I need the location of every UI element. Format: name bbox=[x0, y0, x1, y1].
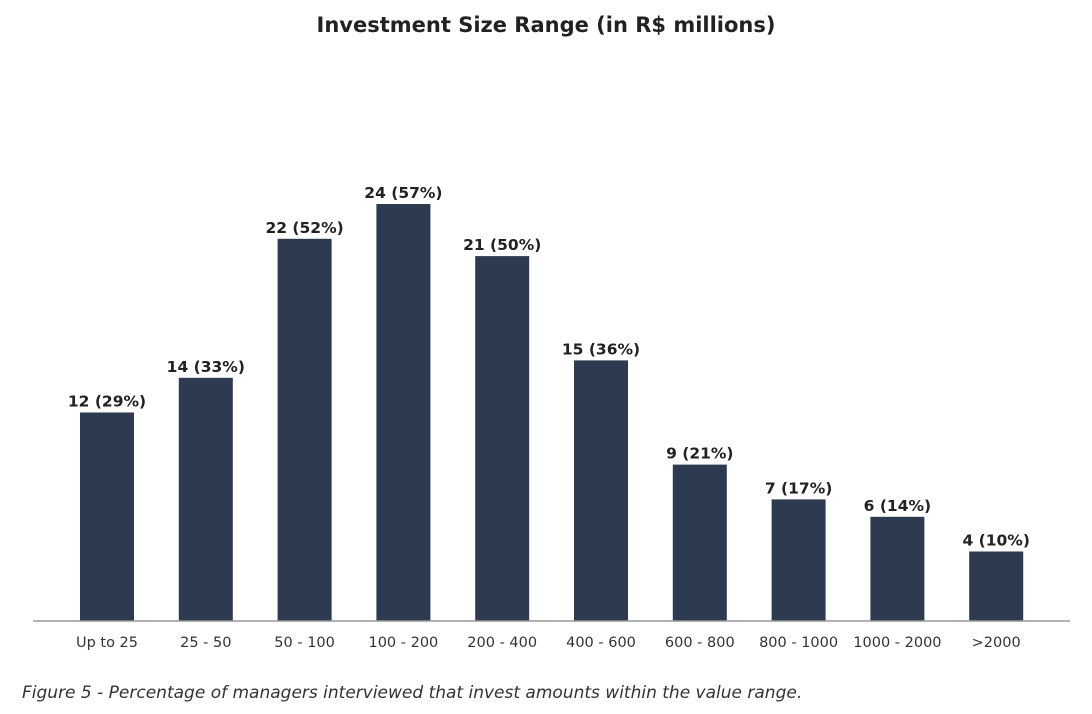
bar-8 bbox=[870, 516, 925, 622]
bar-0 bbox=[80, 412, 134, 621]
bar-5 bbox=[574, 360, 628, 621]
bar-3 bbox=[376, 204, 431, 621]
x-tick-label: 50 - 100 bbox=[274, 635, 335, 651]
x-tick-label: 600 - 800 bbox=[665, 635, 735, 651]
bar-1 bbox=[178, 377, 233, 622]
bar-data-label: 21 (50%) bbox=[463, 236, 541, 254]
x-tick-label: 800 - 1000 bbox=[759, 635, 838, 651]
bar-data-label: 6 (14%) bbox=[864, 497, 931, 515]
x-tick-label: >2000 bbox=[972, 635, 1021, 651]
chart-title: Investment Size Range (in R$ millions) bbox=[317, 13, 776, 37]
figure-caption: Figure 5 - Percentage of managers interv… bbox=[22, 683, 803, 703]
x-tick-label: Up to 25 bbox=[76, 635, 138, 651]
x-tick-label: 25 - 50 bbox=[180, 635, 231, 651]
bar-data-label: 14 (33%) bbox=[167, 358, 245, 376]
bar-data-label: 12 (29%) bbox=[68, 393, 146, 411]
bar-6 bbox=[672, 464, 727, 621]
x-tick-label: 200 - 400 bbox=[467, 635, 537, 651]
bar-2 bbox=[277, 238, 332, 622]
bar-data-label: 22 (52%) bbox=[265, 219, 343, 237]
x-tick-label: 100 - 200 bbox=[368, 635, 438, 651]
bar-9 bbox=[969, 551, 1024, 621]
bar-data-label: 9 (21%) bbox=[666, 445, 733, 463]
bar-data-label: 7 (17%) bbox=[765, 479, 832, 497]
x-tick-label: 1000 - 2000 bbox=[853, 635, 941, 651]
bar-7 bbox=[771, 499, 826, 621]
bar-chart: Investment Size Range (in R$ millions) 1… bbox=[33, 13, 1070, 651]
bar-4 bbox=[475, 256, 530, 621]
bar-data-label: 4 (10%) bbox=[962, 532, 1029, 550]
x-tick-label: 400 - 600 bbox=[566, 635, 636, 651]
bar-data-label: 24 (57%) bbox=[364, 184, 442, 202]
bars-layer: 12 (29%) Up to 25 14 (33%) 25 - 50 22 (52%) 5… bbox=[68, 184, 1030, 651]
bar-data-label: 15 (36%) bbox=[562, 340, 640, 358]
